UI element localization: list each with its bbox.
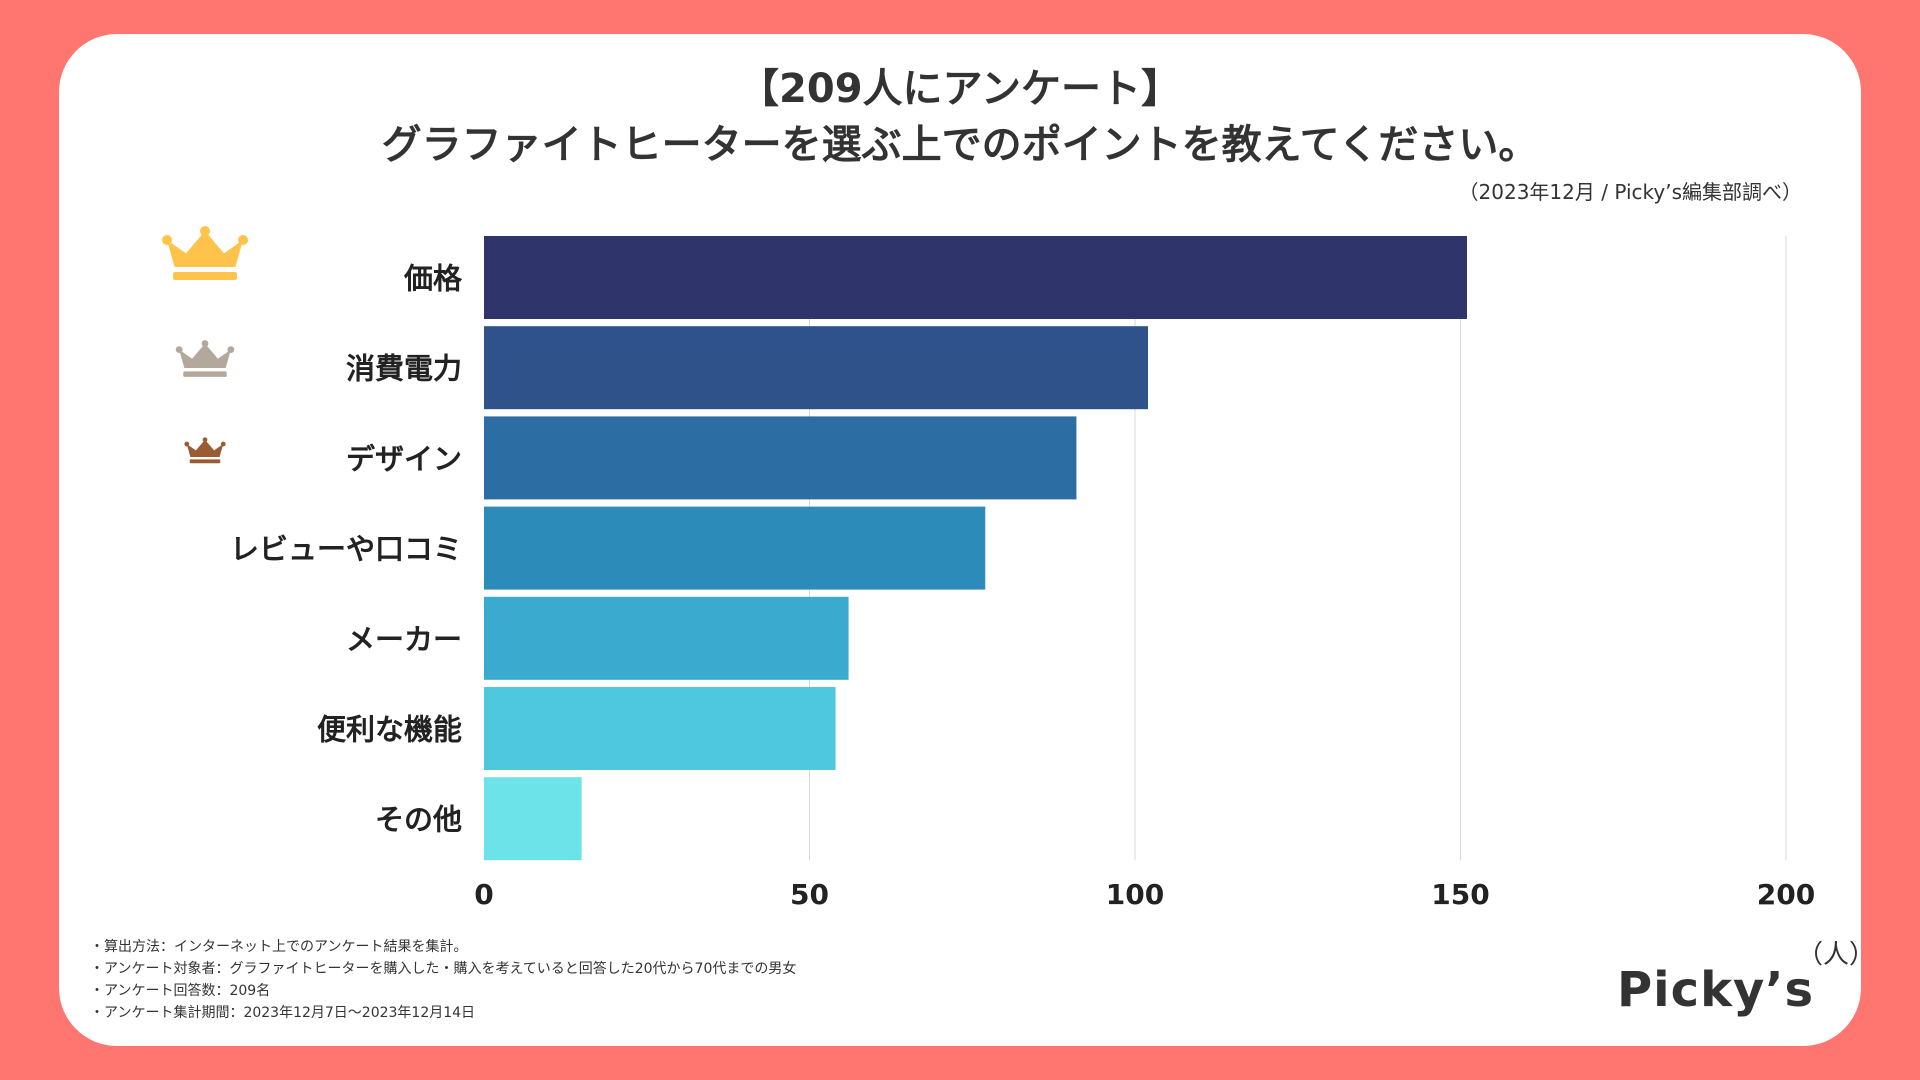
crown-icon: [184, 441, 190, 447]
bar: [484, 687, 836, 770]
category-label: 価格: [403, 262, 463, 296]
x-tick-label: 200: [1757, 878, 1815, 911]
note-period: ・アンケート集計期間：2023年12月7日〜2023年12月14日: [90, 1005, 476, 1021]
crown-icon: [220, 441, 226, 447]
survey-notes: ・算出方法：インターネット上でのアンケート結果を集計。 ・アンケート対象者：グラ…: [90, 936, 796, 1024]
bar: [484, 506, 986, 590]
bar: [484, 596, 849, 680]
crown-icon: [183, 371, 227, 377]
brand-logo: Picky’s: [1617, 962, 1815, 1018]
chart-subtitle: グラファイトヒーターを選ぶ上でのポイントを教えてください。: [381, 122, 1539, 168]
x-tick-label: 50: [790, 878, 829, 911]
category-label: レビューや口コミ: [230, 532, 462, 566]
note-target: ・アンケート対象者：グラファイトヒーターを購入した・購入を考えていると回答した2…: [90, 961, 797, 977]
bar: [484, 416, 1077, 500]
crown-icon: [201, 340, 209, 347]
bar: [484, 326, 1149, 410]
note-count: ・アンケート回答数：209名: [90, 983, 271, 999]
chart-title: 【209人にアンケート】: [739, 66, 1181, 112]
crown-icon: [179, 343, 231, 368]
category-label: 便利な機能: [317, 713, 462, 747]
source-note: （2023年12月 / Picky’s編集部調べ）: [1458, 180, 1802, 204]
crown-icon: [227, 346, 235, 354]
x-tick-label: 0: [474, 878, 493, 911]
crown-icon: [173, 272, 237, 280]
note-method: ・算出方法：インターネット上でのアンケート結果を集計。: [90, 939, 468, 955]
crown-icon: [238, 235, 248, 245]
crown-icon: [202, 437, 208, 443]
bar: [484, 236, 1468, 319]
crown-icon: [186, 439, 224, 457]
category-label: デザイン: [346, 442, 462, 476]
crown-icon: [200, 226, 210, 236]
x-tick-label: 150: [1431, 878, 1489, 911]
crown-icon: [175, 346, 183, 354]
crown-icon: [162, 235, 172, 245]
category-label: 消費電力: [346, 352, 462, 386]
axis-unit-label: （人）: [1797, 940, 1876, 970]
crown-icon: [189, 459, 221, 464]
category-label: メーカー: [346, 622, 462, 656]
category-label: その他: [375, 803, 462, 837]
bar: [484, 777, 582, 861]
x-tick-label: 100: [1106, 878, 1164, 911]
crown-icon: [167, 231, 243, 267]
